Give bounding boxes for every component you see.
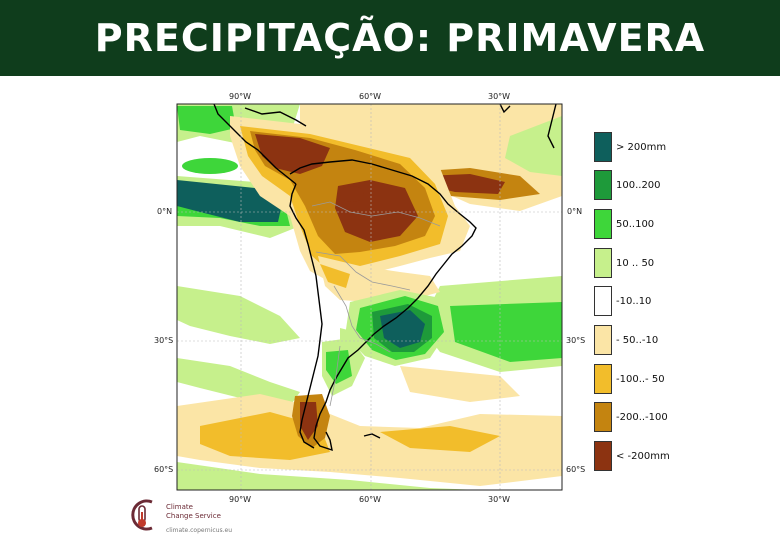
precipitation-map <box>176 103 563 491</box>
anomaly-positive-pacific-north <box>182 158 238 174</box>
axis-label-bottom-30w: 30°W <box>488 495 511 504</box>
anomaly-light-positive-sp1 <box>177 286 300 344</box>
anomaly-negative-andes <box>320 264 350 288</box>
legend-item: -200..-100 <box>594 401 704 433</box>
axis-label-bottom-60w: 60°W <box>359 495 382 504</box>
anomaly-light-positive-southern-ocean <box>177 462 480 490</box>
legend-item: < -200mm <box>594 440 704 472</box>
legend-item: 50..100 <box>594 208 704 240</box>
legend-label: 10 .. 50 <box>616 257 655 269</box>
legend-label: 100..200 <box>616 179 661 191</box>
axis-label-right-0n: 0°N <box>567 207 583 216</box>
legend-item: 100..200 <box>594 169 704 201</box>
legend-item: 10 .. 50 <box>594 247 704 279</box>
legend-label: < -200mm <box>616 450 670 462</box>
copernicus-credit: Climate Change Service climate.copernicu… <box>126 494 256 540</box>
page-title: PRECIPITAÇÃO: PRIMAVERA <box>94 16 706 60</box>
anomaly-positive-nw-patch <box>177 106 236 134</box>
legend-swatch <box>594 441 612 471</box>
graticule <box>177 104 562 490</box>
axis-label-top-30w: 30°W <box>488 92 511 101</box>
axis-label-left-30s: 30°S <box>154 336 174 345</box>
anomaly-light-positive-ne <box>505 116 562 176</box>
anomaly-light-negative-central <box>318 256 440 302</box>
anomaly-driest-amazon-north <box>340 186 364 202</box>
anomaly-positive-satl <box>450 302 562 362</box>
legend-swatch <box>594 209 612 239</box>
map-area: 90°W 60°W 30°W 90°W 60°W 30°W 0°N 30°S 6… <box>0 76 780 542</box>
anomaly-light-positive-paraguay <box>340 328 356 348</box>
anomaly-negative-south-east <box>380 426 500 452</box>
axis-label-left-0n: 0°N <box>157 207 173 216</box>
legend-label: > 200mm <box>616 141 667 153</box>
legend-label: - 50..-10 <box>616 334 659 346</box>
legend-label: -10..10 <box>616 295 652 307</box>
axis-label-right-30s: 30°S <box>566 336 586 345</box>
legend-swatch <box>594 248 612 278</box>
legend-item: > 200mm <box>594 131 704 163</box>
legend-item: -10..10 <box>594 285 704 317</box>
legend-item: - 50..-10 <box>594 324 704 356</box>
legend-item: -100..- 50 <box>594 363 704 395</box>
credit-line-1: Climate <box>166 503 193 511</box>
legend-label: 50..100 <box>616 218 655 230</box>
anomaly-light-positive-sp2 <box>177 358 300 406</box>
anomaly-light-negative-satl <box>400 366 520 402</box>
legend-swatch <box>594 402 612 432</box>
legend-swatch <box>594 170 612 200</box>
legend-swatch <box>594 364 612 394</box>
coastlines <box>213 104 557 452</box>
legend-swatch <box>594 132 612 162</box>
country-borders <box>311 201 441 407</box>
legend-label: -100..- 50 <box>616 373 665 385</box>
legend-label: -200..-100 <box>616 411 668 423</box>
axis-label-right-60s: 60°S <box>566 465 586 474</box>
legend-swatch <box>594 286 612 316</box>
anomaly-positive-argentina <box>326 350 352 384</box>
map-frame <box>176 103 563 491</box>
title-banner: PRECIPITAÇÃO: PRIMAVERA <box>0 0 780 76</box>
axis-label-bottom-90w: 90°W <box>229 495 252 504</box>
axis-label-top-60w: 60°W <box>359 92 382 101</box>
copernicus-logo-icon <box>131 499 153 531</box>
anomaly-strong-positive-southeast <box>380 310 425 348</box>
axis-label-left-60s: 60°S <box>154 465 174 474</box>
credit-line-2: Change Service <box>166 512 221 520</box>
anomaly-strong-positive-pacific <box>177 180 282 222</box>
legend-swatch <box>594 325 612 355</box>
axis-label-top-90w: 90°W <box>229 92 252 101</box>
credit-url: climate.copernicus.eu <box>166 527 233 534</box>
